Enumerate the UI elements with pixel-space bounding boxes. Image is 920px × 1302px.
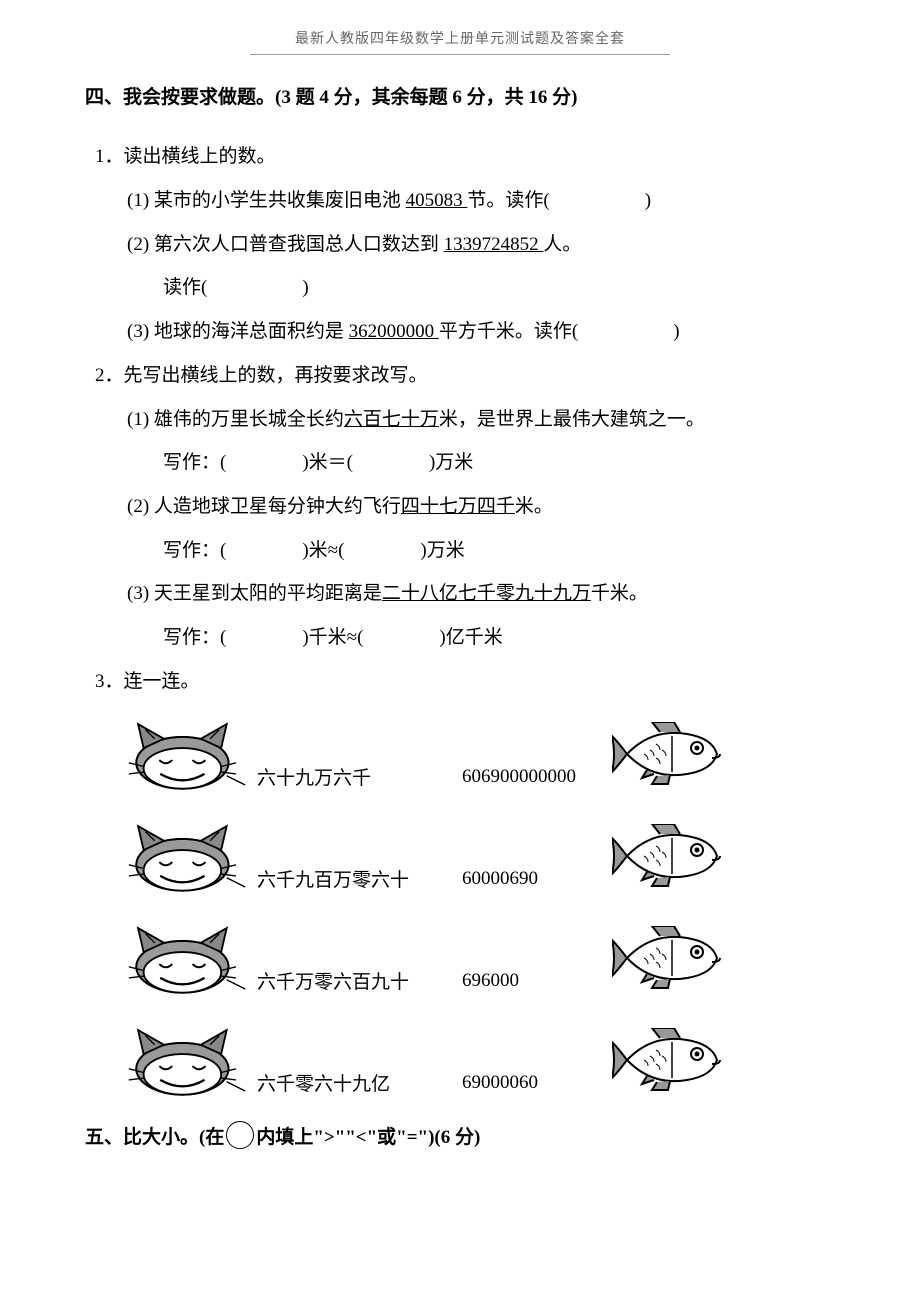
fish-number-3: 696000 [462,925,612,992]
cat-label-1: 六十九万六千 [257,718,462,790]
q2-1-post: 米，是世界上最伟大建筑之一。 [439,409,705,430]
fish-number-4: 69000060 [462,1027,612,1094]
worksheet-page: 最新人教版四年级数学上册单元测试题及答案全套 四、我会按要求做题。(3 题 4 … [0,0,920,1302]
q2-item-3: (3) 天王星到太阳的平均距离是二十八亿七千零九十九万千米。 [127,572,835,616]
q2-item-2: (2) 人造地球卫星每分钟大约飞行四十七万四千米。 [127,485,835,529]
fish-icon [612,722,737,787]
fish-icon [612,1028,737,1093]
section-4-title: 四、我会按要求做题。(3 题 4 分，其余每题 6 分，共 16 分) [85,83,835,113]
q1-stem: 1．读出横线上的数。 [95,135,835,179]
q2-1-pre: (1) 雄伟的万里长城全长约 [127,409,344,430]
cat-label-2: 六千九百万零六十 [257,820,462,892]
q2-2-underline: 四十七万四千 [401,496,515,517]
q2-2-pre: (2) 人造地球卫星每分钟大约飞行 [127,496,401,517]
q1-3-pre: (3) 地球的海洋总面积约是 [127,321,349,342]
fish-number-2: 60000690 [462,823,612,890]
q1-1-pre: (1) 某市的小学生共收集废旧电池 [127,190,406,211]
q1-item-3: (3) 地球的海洋总面积约是 362000000 平方千米。读作( ) [127,310,835,354]
q2-3-pre: (3) 天王星到太阳的平均距离是 [127,583,382,604]
q3-stem: 3．连一连。 [95,660,835,704]
circle-blank-icon [226,1121,254,1149]
s5-post: 内填上">""<"或"=")(6 分) [256,1127,480,1148]
q2-2-fill: 写作：( )米≈( )万米 [163,529,835,573]
q1-item-2: (2) 第六次人口普查我国总人口数达到 1339724852 人。 [127,223,835,267]
q2-3-post: 千米。 [591,583,648,604]
q1-2-underline: 1339724852 [444,234,544,255]
fish-icon [612,926,737,991]
cat-label-3: 六千万零六百九十 [257,922,462,994]
cat-label-4: 六千零六十九亿 [257,1024,462,1096]
q1-2-post: 人。 [543,234,581,255]
q2-item-1: (1) 雄伟的万里长城全长约六百七十万米，是世界上最伟大建筑之一。 [127,398,835,442]
q2-3-underline: 二十八亿七千零九十九万 [382,583,591,604]
match-row-4: 六千零六十九亿 69000060 [127,1019,835,1101]
match-row-1: 六十九万六千 606900000000 [127,713,835,795]
fish-number-1: 606900000000 [462,721,612,788]
fish-icon [612,824,737,889]
header-underline [250,54,670,55]
cat-icon [127,717,257,792]
q1-2-pre: (2) 第六次人口普查我国总人口数达到 [127,234,444,255]
q1-1-post: 节。读作( ) [467,190,651,211]
q2-1-underline: 六百七十万 [344,409,439,430]
q2-3-fill: 写作：( )千米≈( )亿千米 [163,616,835,660]
page-header-text: 最新人教版四年级数学上册单元测试题及答案全套 [85,28,835,48]
q1-2-cont: 读作( ) [163,266,835,310]
q2-1-fill: 写作：( )米＝( )万米 [163,441,835,485]
q1-1-underline: 405083 [406,190,468,211]
section-5-title: 五、比大小。(在 内填上">""<"或"=")(6 分) [85,1121,835,1153]
match-row-2: 六千九百万零六十 60000690 [127,815,835,897]
cat-icon [127,921,257,996]
match-row-3: 六千万零六百九十 696000 [127,917,835,999]
q2-stem: 2．先写出横线上的数，再按要求改写。 [95,354,835,398]
q1-3-underline: 362000000 [349,321,439,342]
q1-3-post: 平方千米。读作( ) [439,321,680,342]
cat-icon [127,819,257,894]
cat-icon [127,1023,257,1098]
q2-2-post: 米。 [515,496,553,517]
s5-pre: 五、比大小。(在 [85,1127,224,1148]
q1-item-1: (1) 某市的小学生共收集废旧电池 405083 节。读作( ) [127,179,835,223]
match-grid: 六十九万六千 606900000000 六千九百万零六十 60000690 六千… [127,713,835,1101]
